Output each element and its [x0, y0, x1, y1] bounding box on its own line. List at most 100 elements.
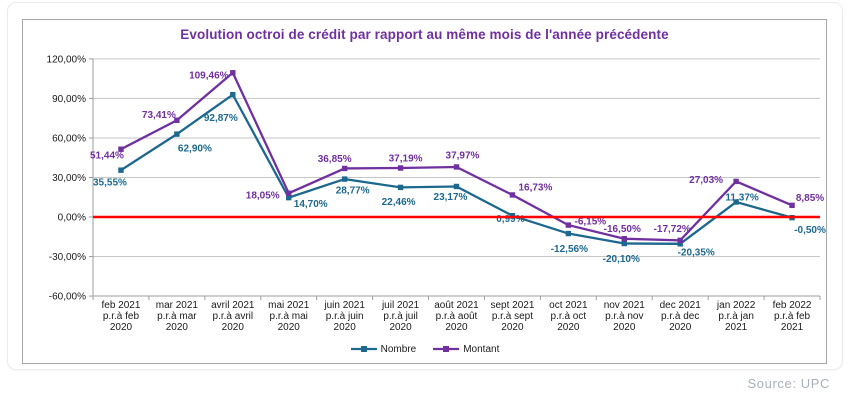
data-label-montant: 16,73% [518, 182, 552, 193]
x-category-label: p.r.à mai [270, 311, 308, 322]
y-tick-label: -30,00% [49, 252, 86, 263]
x-category-label: p.r.à dec [661, 311, 699, 322]
data-point-montant [453, 164, 460, 170]
x-category-label: 2020 [501, 322, 524, 333]
data-label-nombre: 14,70% [294, 199, 328, 210]
data-label-nombre: -0,50% [794, 225, 826, 236]
data-point-montant [789, 202, 795, 209]
legend-item-nombre: Nombre [350, 343, 417, 355]
y-tick-label: -60,00% [49, 292, 86, 303]
x-category-label: feb 2021 [101, 300, 140, 311]
data-label-nombre: 62,90% [178, 144, 212, 155]
x-category-label: 2020 [278, 322, 301, 333]
y-tick-label: 0,00% [58, 213, 86, 224]
data-point-nombre [677, 241, 683, 247]
data-label-montant: -6,15% [575, 217, 607, 228]
data-label-nombre: -20,10% [603, 254, 640, 265]
x-category-label: feb 2022 [773, 300, 812, 311]
x-category-label: p.r.à mar [157, 311, 197, 322]
x-category-label: p.r.à juin [326, 311, 364, 322]
source-note: Source: UPC [747, 376, 830, 391]
x-category-label: mai 2021 [268, 300, 310, 311]
data-label-montant: 27,03% [689, 175, 723, 186]
data-point-nombre [509, 212, 516, 219]
montant-line-marker-icon [433, 346, 460, 352]
data-label-montant: 36,85% [318, 154, 352, 165]
data-label-nombre: 22,46% [382, 197, 416, 208]
data-label-nombre: 92,87% [204, 113, 238, 124]
x-category-label: oct 2021 [549, 300, 588, 311]
x-category-label: 2020 [613, 322, 636, 333]
x-category-label: dec 2021 [660, 300, 702, 311]
data-point-nombre [174, 131, 180, 137]
y-tick-label: 120,00% [47, 54, 87, 65]
y-tick-label: 60,00% [52, 133, 86, 144]
data-label-montant: 37,19% [389, 153, 423, 164]
chart-title: Evolution octroi de crédit par rapport a… [180, 27, 669, 42]
data-label-montant: 18,05% [246, 191, 280, 202]
data-label-montant: 51,44% [90, 151, 124, 162]
data-label-montant: -17,72% [654, 224, 691, 235]
data-point-nombre [565, 230, 572, 237]
data-point-montant [174, 117, 180, 123]
credit-evolution-chart [22, 19, 827, 364]
x-category-label: 2020 [110, 322, 133, 333]
x-category-label: nov 2021 [604, 300, 646, 311]
data-label-nombre: -12,56% [551, 244, 588, 255]
x-category-label: 2020 [557, 322, 580, 333]
data-point-montant [621, 236, 627, 242]
x-category-label: 2020 [389, 322, 412, 333]
data-point-montant [509, 192, 516, 198]
data-point-montant [286, 190, 292, 196]
data-label-montant: -16,50% [604, 224, 641, 235]
x-category-label: p.r.à août [436, 311, 478, 322]
data-point-montant [565, 222, 572, 228]
data-point-montant [230, 70, 236, 76]
x-category-label: jan 2022 [716, 300, 756, 311]
data-point-nombre [118, 167, 124, 173]
plot-svg: 120,00% 90,00% 60,00% 30,00% 0,00% -30,00% -60… [47, 54, 826, 333]
x-category-label: p.r.à sept [492, 311, 533, 322]
x-category-label: 2020 [669, 322, 692, 333]
x-category-label: p.r.à jan [718, 311, 754, 322]
data-point-montant [341, 165, 348, 172]
x-category-label: p.r.à juil [383, 311, 417, 322]
x-category-label: août 2021 [434, 300, 479, 311]
legend-label-nombre: Nombre [380, 343, 417, 355]
data-label-nombre: 28,77% [336, 186, 370, 197]
x-category-label: mar 2021 [156, 300, 199, 311]
data-point-nombre [733, 199, 739, 205]
data-point-nombre [453, 183, 460, 190]
chart-legend: Nombre Montant [22, 341, 827, 357]
legend-item-montant: Montant [432, 344, 499, 355]
data-label-nombre: 35,55% [93, 178, 127, 189]
x-category-label: p.r.à feb [103, 311, 140, 322]
x-category-label: p.r.à avril [213, 311, 254, 322]
data-point-montant [118, 146, 124, 152]
y-tick-label: 30,00% [52, 173, 86, 184]
data-label-nombre: 23,17% [434, 192, 468, 203]
x-category-label: 2020 [222, 322, 245, 333]
x-category-label: avril 2021 [211, 300, 255, 311]
nombre-line-marker-icon [350, 346, 377, 352]
data-point-nombre [341, 176, 348, 182]
data-label-montant: 8,85% [796, 193, 824, 204]
data-label-nombre: 0,99% [496, 214, 524, 225]
data-point-nombre [286, 194, 292, 201]
data-point-nombre [397, 184, 404, 191]
x-category-label: 2020 [445, 322, 468, 333]
x-category-label: juin 2021 [323, 300, 365, 311]
x-category-label: juil 2021 [381, 300, 420, 311]
legend-label-montant: Montant [463, 343, 500, 355]
data-point-nombre [621, 240, 627, 247]
x-category-label: p.r.à nov [605, 311, 643, 322]
data-label-nombre: 11,37% [725, 193, 758, 204]
x-category-label: sept 2021 [490, 300, 534, 311]
x-category-label: 2020 [334, 322, 357, 333]
x-category-label: p.r.à oct [551, 311, 587, 322]
data-label-montant: 73,41% [142, 110, 176, 121]
x-category-label: 2021 [725, 322, 748, 333]
x-category-label: 2021 [781, 322, 804, 333]
data-label-montant: 109,46% [189, 70, 229, 81]
